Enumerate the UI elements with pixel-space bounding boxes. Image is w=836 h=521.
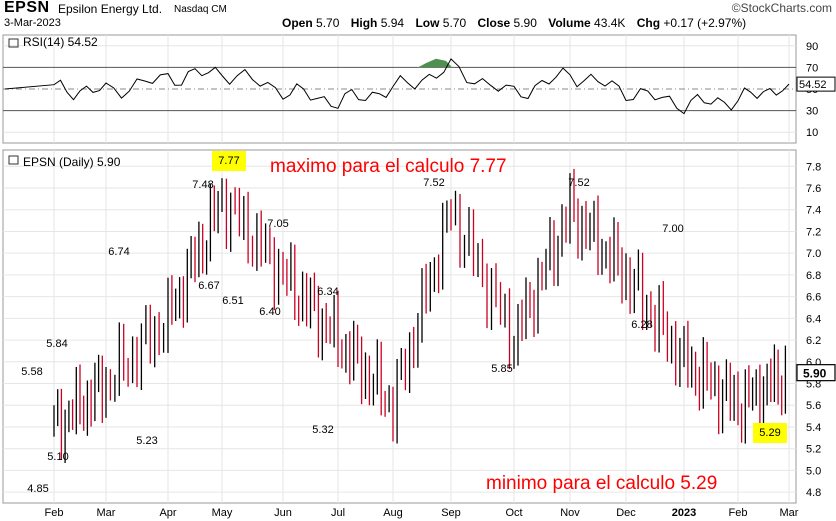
max-highlight-box <box>212 151 246 171</box>
price-data-label: 7.52 <box>568 177 589 189</box>
price-data-label: 7.05 <box>267 218 288 230</box>
exchange-name: Nasdaq CM <box>174 4 227 15</box>
price-tick-label: 5.8 <box>806 379 821 391</box>
price-data-label: 6.34 <box>317 286 338 298</box>
price-tick-label: 6.2 <box>806 335 821 347</box>
x-axis-label: Jun <box>274 507 292 519</box>
price-tick-label: 7.8 <box>806 161 821 173</box>
x-axis-label: Aug <box>383 507 403 519</box>
rsi-value-tag-box <box>796 76 836 92</box>
close-value: 5.90 <box>513 16 537 30</box>
price-tick-label: 6.6 <box>806 292 821 304</box>
price-data-label: 5.84 <box>46 338 67 350</box>
x-axis-label: Nov <box>560 507 580 519</box>
price-tick-label: 5.6 <box>806 400 821 412</box>
x-axis-label: Dec <box>616 507 636 519</box>
rsi-overbought-fill <box>418 58 452 68</box>
price-label: EPSN (Daily) 5.90 <box>23 155 121 169</box>
price-tick-label: 5.0 <box>806 465 821 477</box>
price-tick-label: 7.2 <box>806 226 821 238</box>
price-data-label: 6.74 <box>108 246 129 258</box>
last-price-tag-box <box>796 364 836 382</box>
price-legend-swatch <box>8 155 19 165</box>
price-tick-label: 5.2 <box>806 444 821 456</box>
price-data-label: 5.58 <box>21 366 42 378</box>
last-price-tag: 5.90 <box>803 367 827 381</box>
x-axis-label: Mar <box>780 507 799 519</box>
price-data-label: 6.67 <box>198 280 219 292</box>
price-data-label: 5.32 <box>312 424 333 436</box>
rsi-label: RSI(14) 54.52 <box>23 35 98 49</box>
ohlc-summary: Open 5.70 High 5.94 Low 5.70 Close 5.90 … <box>282 16 746 30</box>
price-data-label: 5.23 <box>136 435 157 447</box>
min-annotation: minimo para el calculo 5.29 <box>486 473 717 494</box>
price-panel-frame <box>2 149 797 504</box>
x-axis-label: Oct <box>505 507 522 519</box>
chg-label: Chg <box>636 16 661 30</box>
rsi-value-tag: 54.52 <box>799 79 827 91</box>
high-label: High <box>350 16 378 30</box>
x-axis-label: Sep <box>441 507 461 519</box>
x-axis-label: Apr <box>159 507 176 519</box>
x-axis-label: Jul <box>331 507 345 519</box>
stockcharts-logo: ©StockCharts.com <box>731 1 832 15</box>
rsi-tick-label: 70 <box>806 62 818 74</box>
x-axis-label: 2023 <box>672 507 696 519</box>
volume-value: 43.4K <box>594 16 626 30</box>
rsi-legend-swatch <box>8 38 19 48</box>
price-tick-label: 5.4 <box>806 422 821 434</box>
open-label: Open <box>282 16 313 30</box>
x-axis-label: Mar <box>97 507 116 519</box>
company-name: Epsilon Energy Ltd. <box>58 2 163 16</box>
price-data-label: 7.00 <box>662 223 683 235</box>
price-data-label: 5.10 <box>47 451 68 463</box>
price-tick-label: 7.0 <box>806 248 821 260</box>
price-data-label: 6.28 <box>631 319 652 331</box>
chart-header: EPSN Epsilon Energy Ltd. Nasdaq CM 3-Mar… <box>0 0 836 32</box>
price-data-label: 4.85 <box>27 483 48 495</box>
chart-date: 3-Mar-2023 <box>4 17 61 29</box>
price-data-label: 7.52 <box>423 177 444 189</box>
rsi-line <box>4 58 790 115</box>
x-axis-label: Feb <box>45 507 64 519</box>
price-tick-label: 6.4 <box>806 313 821 325</box>
close-label: Close <box>477 16 511 30</box>
chg-value: +0.17 (+2.97%) <box>663 16 747 30</box>
rsi-tick-label: 30 <box>806 106 818 118</box>
price-tick-label: 7.6 <box>806 183 821 195</box>
min-highlight-box <box>753 423 787 443</box>
open-value: 5.70 <box>316 16 340 30</box>
low-value: 5.70 <box>442 16 467 30</box>
price-data-label: 7.48 <box>192 179 213 191</box>
price-tick-label: 4.8 <box>806 487 821 499</box>
low-label: Low <box>415 16 440 30</box>
ticker-symbol: EPSN <box>4 0 50 16</box>
price-data-label: 5.29 <box>759 427 780 439</box>
high-value: 5.94 <box>380 16 405 30</box>
rsi-tick-label: 90 <box>806 41 818 53</box>
max-annotation: maximo para el calculo 7.77 <box>270 156 507 177</box>
volume-label: Volume <box>548 16 591 30</box>
price-tick-label: 7.4 <box>806 205 821 217</box>
x-axis-label: Feb <box>729 507 748 519</box>
rsi-tick-label: 10 <box>806 127 818 139</box>
price-data-label: 6.40 <box>259 306 280 318</box>
price-data-label: 6.51 <box>222 295 243 307</box>
price-tick-label: 6.8 <box>806 270 821 282</box>
price-data-label: 5.85 <box>491 363 512 375</box>
price-data-label: 7.77 <box>218 155 239 167</box>
x-axis-label: May <box>212 507 233 519</box>
